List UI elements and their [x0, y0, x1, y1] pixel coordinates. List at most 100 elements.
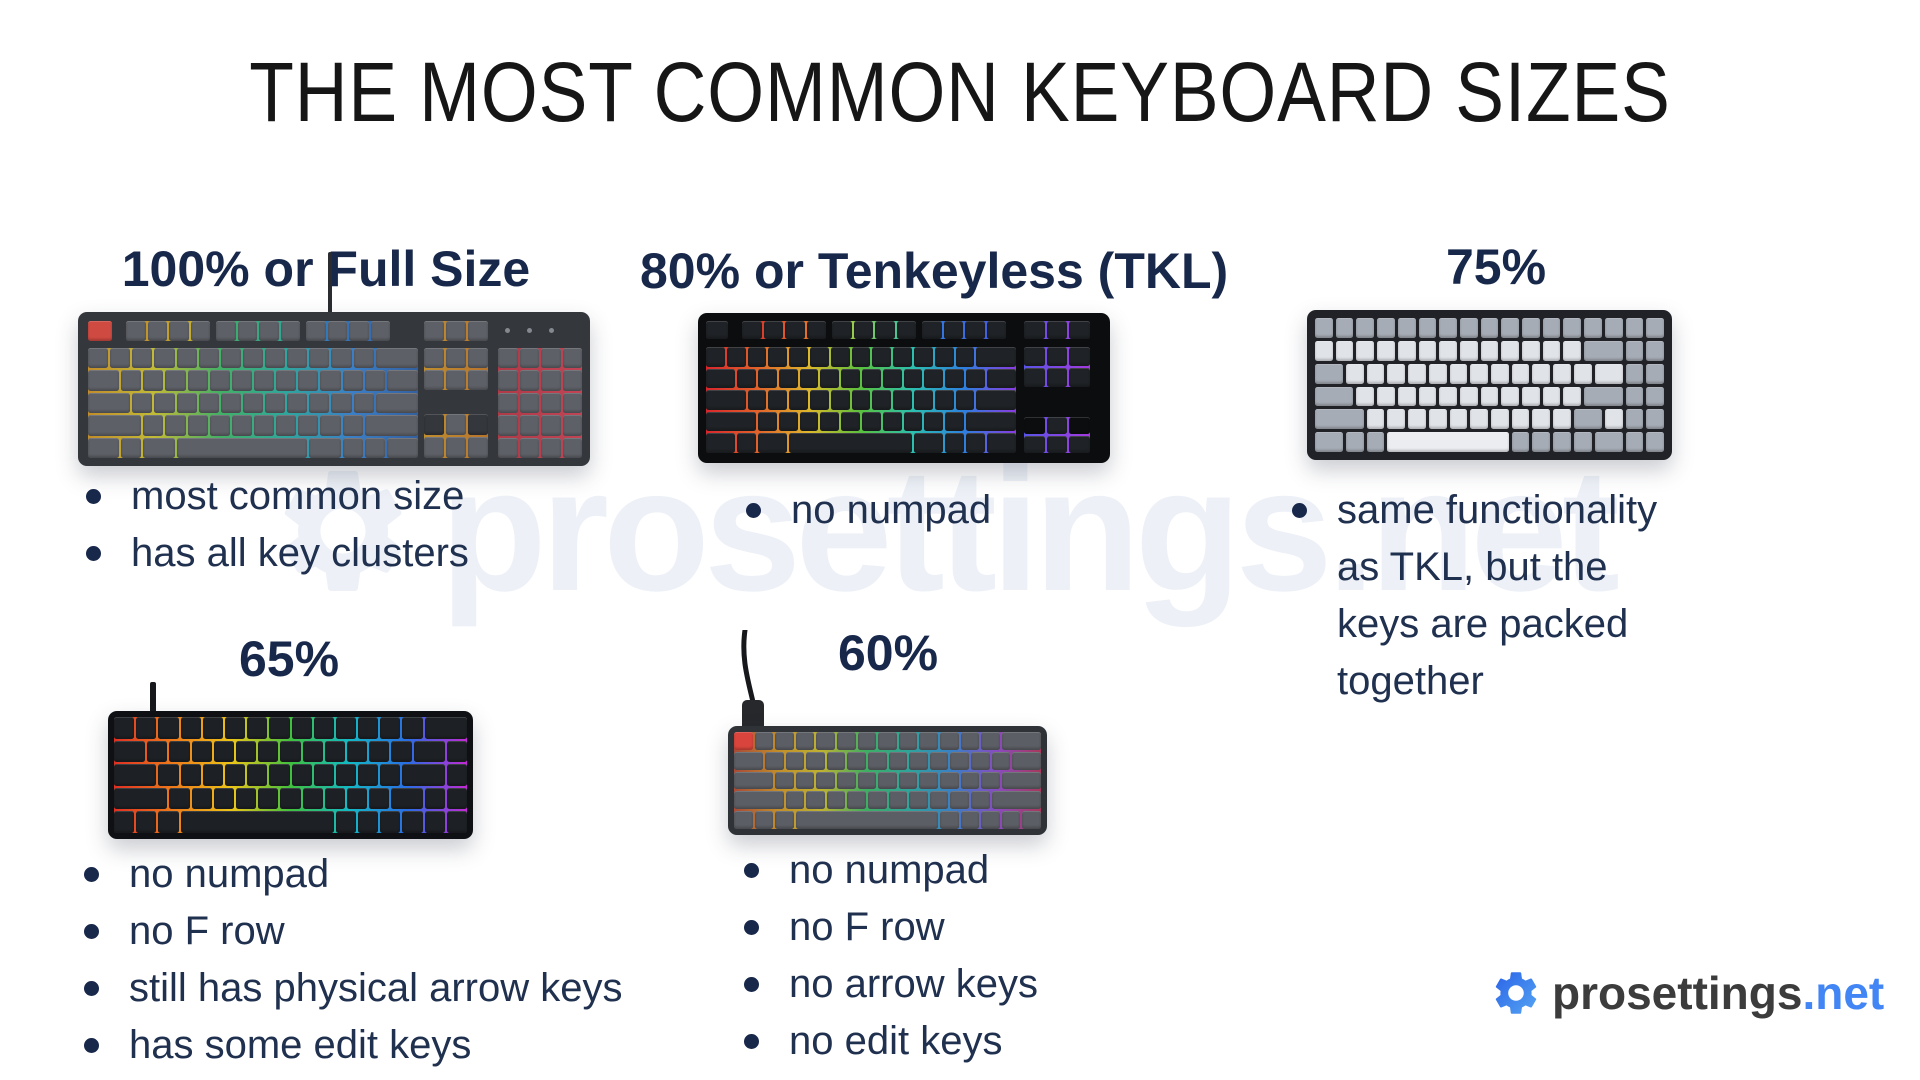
keyboard-key — [1001, 732, 1041, 750]
keyboard-key — [498, 348, 518, 369]
keyboard-key — [446, 370, 466, 390]
keyboard-key — [236, 740, 257, 763]
keyboard-key — [1594, 363, 1623, 384]
keyboard-key — [342, 437, 363, 458]
keyboard-key — [158, 811, 179, 833]
keyboard-key — [913, 390, 933, 410]
keyboard-key — [375, 392, 418, 414]
keyboard-key — [1012, 751, 1041, 770]
keyboard-key — [519, 370, 539, 391]
keyboard-key — [820, 411, 840, 432]
cable-100 — [328, 252, 332, 314]
keyboard-key — [121, 370, 142, 391]
keyboard-key — [1563, 340, 1582, 361]
keyboard-key — [202, 764, 223, 786]
keyboard-key — [1522, 386, 1540, 407]
keyboard-key — [841, 368, 860, 389]
keyboard-key — [269, 764, 290, 786]
keyboard-key — [391, 787, 423, 810]
keyboard-key — [1315, 386, 1354, 407]
keyboard-key — [861, 368, 881, 389]
keyboard-key — [1604, 409, 1623, 430]
keyboard-key — [706, 411, 756, 432]
gear-icon — [1495, 972, 1537, 1014]
keyboard-key — [1387, 432, 1509, 452]
keyboard-key — [327, 321, 347, 341]
keyboard-key — [198, 392, 219, 414]
keyboard-key — [1397, 386, 1416, 407]
keyboard-key — [313, 764, 334, 786]
bullet-dot — [744, 920, 759, 935]
keyboard-key — [468, 437, 488, 458]
keyboard-key — [1069, 321, 1090, 339]
keyboard-key — [734, 751, 763, 770]
keyboard-key — [147, 740, 168, 763]
keyboard-key — [853, 321, 873, 339]
keyboard-key — [1418, 340, 1437, 361]
keyboard-key — [88, 321, 112, 341]
keyboard-key — [236, 787, 257, 810]
keyboard-key — [706, 368, 736, 389]
keyboard-key — [498, 437, 518, 458]
keyboard-key — [986, 368, 1016, 389]
keyboard-60-image — [728, 726, 1047, 835]
keyboard-key — [114, 811, 135, 833]
keyboard-key — [1646, 340, 1664, 361]
keyboard-key — [1553, 432, 1571, 452]
bullet-list-80: no numpad — [746, 482, 1166, 539]
keyboard-key — [945, 433, 964, 453]
keyboard-key — [757, 368, 777, 389]
section-label-60: 60% — [837, 625, 939, 681]
keyboard-key — [110, 348, 131, 369]
keyboard-key — [446, 740, 467, 763]
keyboard-key — [976, 390, 1016, 410]
keyboard-key — [799, 411, 819, 432]
keyboard-body — [698, 313, 1110, 463]
keyboard-key — [893, 390, 912, 410]
keyboard-key — [121, 437, 142, 458]
keyboard-key — [706, 347, 725, 367]
keyboard-key — [795, 771, 815, 790]
keyboard-key — [1439, 318, 1457, 338]
keyboard-key — [324, 740, 345, 763]
keyboard-key — [924, 368, 944, 389]
keyboard-key — [1459, 340, 1478, 361]
keyboard-key — [830, 390, 850, 410]
keyboard-key — [841, 411, 860, 432]
keyboard-key — [562, 437, 582, 458]
keyboard-key — [1356, 318, 1375, 338]
keyboard-key — [1584, 340, 1623, 361]
keyboard-key — [1024, 321, 1045, 339]
keyboard-key — [785, 791, 805, 810]
keyboard-key — [562, 392, 582, 414]
keyboard-key — [970, 751, 990, 770]
keyboard-key — [1584, 318, 1602, 338]
keyboard-key — [943, 321, 963, 339]
keyboard-key — [837, 771, 856, 790]
keyboard-key — [180, 811, 334, 833]
keyboard-key — [970, 791, 990, 810]
keyboard-key — [847, 791, 866, 810]
keyboard-key — [882, 368, 902, 389]
keyboard-key — [247, 717, 268, 739]
keyboard-key — [706, 390, 746, 410]
keyboard-body — [1307, 310, 1672, 460]
keyboard-key — [158, 717, 179, 739]
keyboard-key — [562, 415, 582, 436]
keyboard-key — [143, 437, 175, 458]
keyboard-key — [1387, 409, 1406, 430]
keyboard-key — [1646, 318, 1664, 338]
keyboard-key — [1377, 386, 1395, 407]
keyboard-key — [1346, 432, 1364, 452]
keyboard-key — [1625, 432, 1644, 452]
keyboard-key — [187, 415, 208, 436]
section-label-80: 80% or Tenkeyless (TKL) — [640, 243, 1229, 299]
keyboard-key — [1490, 409, 1509, 430]
bullet-list-100: most common size has all key clusters — [86, 468, 576, 582]
keyboard-key — [298, 370, 319, 391]
keyboard-key — [913, 433, 944, 453]
keyboard-key — [358, 811, 379, 833]
keyboard-key — [1069, 368, 1090, 387]
keyboard-key — [955, 390, 975, 410]
keyboard-key — [1646, 432, 1664, 452]
